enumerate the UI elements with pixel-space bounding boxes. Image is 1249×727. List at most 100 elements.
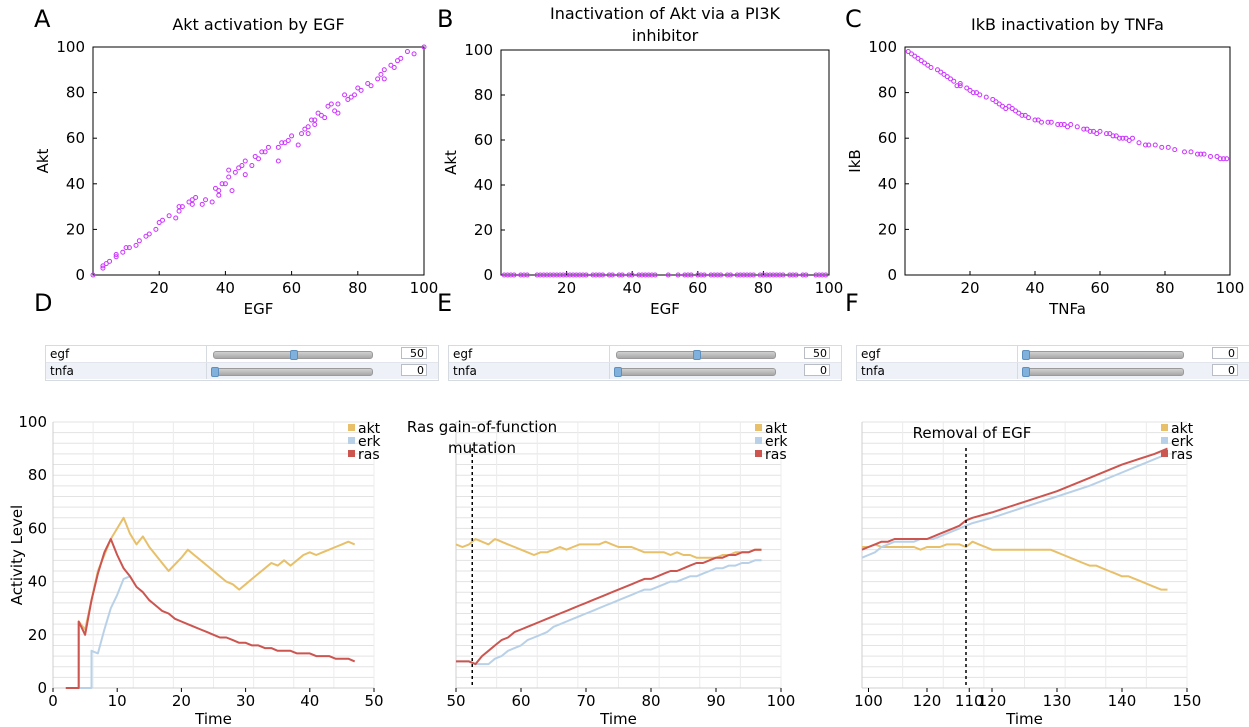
data-point (770, 272, 776, 278)
slider-thumb[interactable] (211, 367, 219, 377)
x-tick-label: 10 (108, 692, 127, 710)
slider-thumb[interactable] (1022, 367, 1030, 377)
legend-swatch-ras (1161, 450, 1168, 457)
slider-value-field[interactable]: 0 (1212, 347, 1238, 360)
data-point (573, 272, 579, 278)
slider-label: egf (861, 347, 881, 361)
chart-2: 20 40 60 80 100 0 20 40 60 80 100 Inactivation of A… (442, 4, 843, 318)
slider-track[interactable] (213, 350, 373, 360)
data-point (616, 272, 622, 278)
slider-track[interactable] (614, 367, 776, 377)
data-point (695, 272, 701, 278)
y-tick-label: 80 (474, 86, 493, 104)
y-tick-label: 80 (28, 466, 47, 484)
x-tick-label: 80 (641, 692, 660, 710)
panel-letter-d: D (34, 289, 53, 317)
slider-value-field[interactable]: 50 (804, 347, 830, 360)
slider-value-field[interactable]: 0 (401, 364, 427, 377)
data-point (803, 272, 809, 278)
data-point (737, 272, 743, 278)
data-point (1143, 142, 1148, 148)
slider-track[interactable] (1022, 367, 1184, 377)
y-tick-label: 20 (66, 220, 85, 238)
data-point (1188, 149, 1194, 155)
plot-frame (904, 46, 1231, 276)
y-tick-label: 80 (66, 84, 85, 102)
data-point (113, 254, 119, 260)
data-point (256, 156, 261, 162)
data-point (100, 265, 106, 271)
data-point (652, 272, 658, 278)
chart-1: 20 40 60 80 100 0 20 40 60 80 100 Akt activation by… (34, 15, 438, 318)
data-point (600, 272, 606, 278)
series-line-ras (65, 538, 356, 689)
slider-track[interactable] (211, 367, 373, 377)
slider-label: tnfa (861, 364, 885, 378)
data-point (199, 201, 205, 207)
data-point (1039, 119, 1044, 125)
chart-title: IkB inactivation by TNFa (971, 15, 1164, 34)
slider-thumb[interactable] (614, 367, 622, 377)
slider-value-field[interactable]: 50 (401, 347, 427, 360)
data-point (560, 272, 566, 278)
plot-frame (500, 49, 830, 276)
slider-row-tnfa: tnfa 0 (449, 363, 841, 379)
slider-thumb[interactable] (1022, 350, 1030, 360)
data-point (176, 204, 182, 210)
data-point (636, 272, 642, 278)
data-point (315, 110, 321, 116)
y-tick-label: 60 (878, 129, 897, 147)
y-tick-label: 0 (75, 266, 85, 284)
data-point (179, 204, 185, 210)
data-point (1146, 142, 1152, 148)
data-point (126, 245, 132, 251)
data-point (189, 197, 195, 203)
data-point (365, 80, 371, 86)
data-point (1113, 133, 1119, 139)
data-point (1058, 122, 1064, 128)
data-point (757, 272, 763, 278)
x-axis-label: Time (194, 710, 232, 727)
data-point (391, 65, 397, 71)
slider-track[interactable] (1022, 350, 1184, 360)
slider-track[interactable] (616, 350, 776, 360)
data-point (113, 251, 119, 257)
data-point (358, 87, 364, 93)
data-point (100, 263, 106, 269)
slider-value-field[interactable]: 0 (1212, 364, 1238, 377)
data-point (203, 197, 209, 203)
data-point (918, 58, 924, 64)
data-point (312, 117, 318, 123)
data-point (265, 144, 271, 150)
chart-title: inhibitor (632, 26, 699, 45)
slider-thumb[interactable] (290, 350, 298, 360)
data-point (714, 272, 720, 278)
slider-thumb[interactable] (693, 350, 701, 360)
data-point (332, 108, 338, 114)
data-point (219, 181, 225, 187)
x-tick-label: 30 (236, 692, 255, 710)
slider-row-egf: egf 50 (449, 346, 841, 363)
data-point (1221, 156, 1226, 162)
slider-label: egf (50, 347, 70, 361)
data-point (1208, 153, 1213, 159)
data-point (1061, 122, 1067, 128)
data-point (282, 140, 288, 146)
data-point (1214, 153, 1220, 159)
data-point (229, 188, 235, 194)
data-point (790, 272, 796, 278)
data-point (800, 272, 806, 278)
data-point (302, 126, 308, 132)
x-tick-label: 120 (913, 692, 942, 710)
data-point (275, 144, 281, 150)
data-point (734, 272, 740, 278)
data-point (325, 103, 331, 109)
slider-value-field[interactable]: 0 (804, 364, 830, 377)
legend-label-akt: akt (358, 421, 381, 437)
slider-label: tnfa (50, 364, 74, 378)
data-point (764, 272, 770, 278)
data-point (146, 231, 152, 237)
slider-divider (1017, 363, 1018, 379)
x-tick-label: 20 (960, 279, 979, 297)
y-tick-label: 0 (37, 679, 47, 697)
